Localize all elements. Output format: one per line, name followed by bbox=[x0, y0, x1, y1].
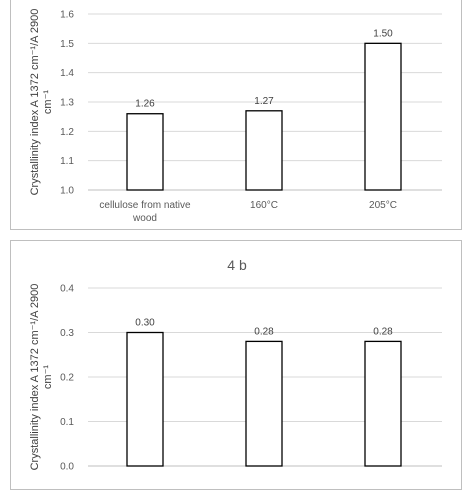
chart-b-y-axis-title-line: cm⁻¹ bbox=[42, 365, 54, 389]
chart-a-data-label: 1.27 bbox=[254, 96, 274, 107]
chart-a-y-tick-label: 1.1 bbox=[60, 156, 74, 167]
chart-b-data-label: 0.30 bbox=[135, 318, 155, 329]
chart-b-y-tick-label: 0.0 bbox=[60, 462, 74, 473]
chart-a-x-tick-label: 160°C bbox=[250, 200, 278, 211]
chart-b-data-label: 0.28 bbox=[254, 326, 274, 337]
chart-a-y-axis-title: Crystallinity index A 1372 cm⁻¹/A 2900 cm… bbox=[29, 9, 54, 196]
chart-a-data-label: 1.50 bbox=[373, 28, 393, 39]
chart-a-y-axis-title-line: Crystallinity index A 1372 cm⁻¹/A 2900 bbox=[29, 9, 41, 196]
chart-b-bar bbox=[364, 340, 402, 467]
chart-b-y-tick-label: 0.3 bbox=[60, 328, 74, 339]
chart-b-bar bbox=[126, 331, 164, 467]
chart-a-y-tick-label: 1.4 bbox=[60, 68, 74, 79]
chart-a-x-tick-label: wood bbox=[132, 213, 157, 224]
chart-a-y-tick-label: 1.0 bbox=[60, 186, 74, 197]
chart-a-svg: 1.0 1.1 1.2 1.3 1.4 1.5 1.6 1.26 cellulose from … bbox=[29, 9, 442, 224]
chart-a-bar bbox=[364, 42, 402, 191]
chart-a-y-tick-label: 1.5 bbox=[60, 39, 74, 50]
chart-a-y-tick-label: 1.2 bbox=[60, 127, 74, 138]
chart-a-y-tick-label: 1.6 bbox=[60, 10, 74, 21]
chart-a-bar bbox=[245, 110, 283, 191]
chart-b-bar bbox=[245, 340, 283, 467]
chart-a-x-tick-label: cellulose from native bbox=[99, 200, 191, 211]
chart-b-y-tick-label: 0.2 bbox=[60, 373, 74, 384]
chart-b-y-axis-title: Crystallinity index A 1372 cm⁻¹/A 2900 cm… bbox=[29, 284, 54, 471]
chart-b-title: 4 b bbox=[227, 257, 247, 273]
chart-a-data-label: 1.26 bbox=[135, 99, 155, 110]
chart-b-data-label: 0.28 bbox=[373, 326, 393, 337]
chart-a-y-tick-label: 1.3 bbox=[60, 98, 74, 109]
chart-a-x-tick-label: 205°C bbox=[369, 200, 397, 211]
chart-a-y-axis-title-line: cm⁻¹ bbox=[42, 90, 54, 114]
chart-b-svg: 0.0 0.1 0.2 0.3 0.4 0.30 0.28 0.28 Crystallinity… bbox=[29, 257, 442, 473]
chart-a-bar bbox=[126, 113, 164, 191]
chart-b-y-tick-label: 0.4 bbox=[60, 284, 74, 295]
chart-b-y-tick-label: 0.1 bbox=[60, 417, 74, 428]
chart-b-y-axis-title-line: Crystallinity index A 1372 cm⁻¹/A 2900 bbox=[29, 284, 41, 471]
